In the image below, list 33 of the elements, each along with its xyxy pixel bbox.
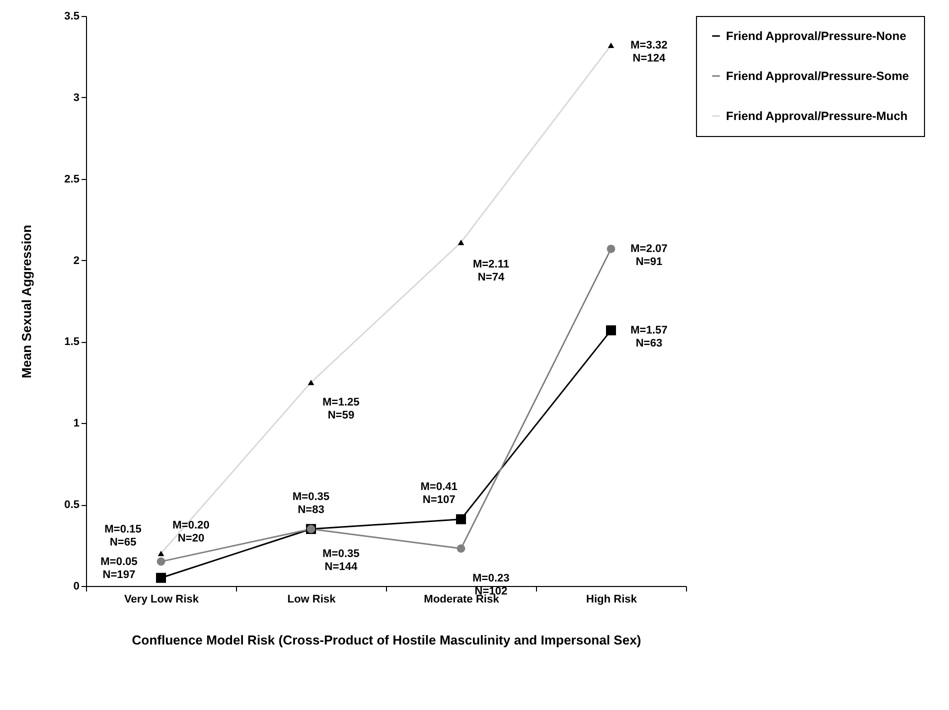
y-tick-label: 3.5 [64,10,80,22]
annotation: M=2.11 N=74 [472,258,510,284]
y-tick-label: 0.5 [64,499,80,512]
x-tick-label: Low Risk [287,594,337,606]
annotation: M=3.32 N=124 [630,39,668,64]
y-tick-label: 1.5 [64,336,80,348]
x-axis-title: Confluence Model Risk (Cross-Product of Hostile Masculinity and Impersonal Sex) [132,632,642,648]
legend-label: Friend Approval/Pressure-Some [726,69,910,83]
point [156,572,166,583]
y-tick-label: 3 [73,92,80,104]
legend-label: Friend Approval/Pressure-Much [726,109,908,123]
y-tick-label: 0 [73,580,80,592]
y-tick-label: 2.5 [64,173,80,186]
annotation: M=0.41 N=107 [420,481,458,506]
annotation: M=0.35 N=83 [292,491,330,516]
point [456,514,466,524]
x-tick-label: High Risk [586,594,638,606]
annotation: M=0.35 N=144 [322,548,360,573]
annotation: M=0.15 N=65 [104,524,142,549]
x-tick-label: Very Low Risk [124,594,200,606]
annotation: M=2.07 N=91 [630,242,668,268]
point [606,325,616,336]
point [606,244,616,254]
legend-label: Friend Approval/Pressure-None [726,29,907,43]
annotation: M=1.57 N=63 [630,324,668,350]
annotation: M=0.05 N=197 [100,556,138,581]
annotation: M=0.20 N=20 [172,519,210,544]
y-axis-title: Mean Sexual Aggression [19,224,34,378]
point [156,557,166,566]
y-tick-label: 2 [73,254,80,267]
y-tick-label: 1 [73,418,80,430]
annotation: M=1.25 N=59 [322,396,360,422]
point [456,544,466,553]
